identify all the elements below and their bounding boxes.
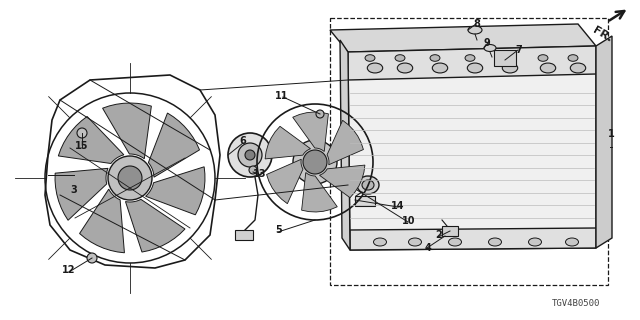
Ellipse shape xyxy=(468,26,482,34)
Ellipse shape xyxy=(502,63,518,73)
Circle shape xyxy=(108,156,152,200)
Polygon shape xyxy=(292,112,328,151)
Polygon shape xyxy=(348,46,596,250)
Text: 14: 14 xyxy=(391,201,405,212)
Polygon shape xyxy=(125,199,185,252)
Circle shape xyxy=(118,166,142,190)
Ellipse shape xyxy=(500,55,510,61)
Circle shape xyxy=(245,150,255,160)
Circle shape xyxy=(293,140,337,184)
Text: 8: 8 xyxy=(474,19,480,29)
Ellipse shape xyxy=(529,238,541,246)
Text: 9: 9 xyxy=(483,38,490,48)
Circle shape xyxy=(228,133,272,177)
Text: 1: 1 xyxy=(608,129,614,140)
Text: TGV4B0500: TGV4B0500 xyxy=(552,299,600,308)
Text: 3: 3 xyxy=(70,185,77,196)
Polygon shape xyxy=(350,228,596,250)
Polygon shape xyxy=(596,36,612,248)
Circle shape xyxy=(303,150,327,174)
Text: 10: 10 xyxy=(401,216,415,226)
Ellipse shape xyxy=(374,238,387,246)
Ellipse shape xyxy=(488,238,502,246)
Text: FR.: FR. xyxy=(591,25,614,44)
Ellipse shape xyxy=(540,63,556,73)
Polygon shape xyxy=(265,126,310,159)
Polygon shape xyxy=(148,113,200,177)
Text: 13: 13 xyxy=(252,169,266,180)
Polygon shape xyxy=(319,165,365,198)
Polygon shape xyxy=(102,103,152,159)
Text: 5: 5 xyxy=(275,225,282,236)
Ellipse shape xyxy=(465,55,475,61)
Ellipse shape xyxy=(430,55,440,61)
Text: 12: 12 xyxy=(62,265,76,276)
Polygon shape xyxy=(79,189,124,253)
Circle shape xyxy=(77,128,87,138)
Text: 7: 7 xyxy=(515,44,522,55)
Polygon shape xyxy=(267,159,303,204)
Ellipse shape xyxy=(467,63,483,73)
Ellipse shape xyxy=(570,63,586,73)
Polygon shape xyxy=(327,120,364,165)
Bar xyxy=(330,18,608,285)
Ellipse shape xyxy=(484,44,496,52)
Ellipse shape xyxy=(395,55,405,61)
Ellipse shape xyxy=(365,55,375,61)
Ellipse shape xyxy=(432,63,448,73)
FancyBboxPatch shape xyxy=(442,226,458,236)
Ellipse shape xyxy=(568,55,578,61)
Circle shape xyxy=(238,143,262,167)
FancyBboxPatch shape xyxy=(494,50,516,66)
Polygon shape xyxy=(330,24,596,52)
Polygon shape xyxy=(55,168,108,220)
Ellipse shape xyxy=(538,55,548,61)
FancyBboxPatch shape xyxy=(355,196,375,206)
Polygon shape xyxy=(58,116,124,164)
Text: 11: 11 xyxy=(275,91,289,101)
Ellipse shape xyxy=(566,238,579,246)
Polygon shape xyxy=(301,172,337,212)
FancyBboxPatch shape xyxy=(235,230,253,240)
Ellipse shape xyxy=(367,63,383,73)
Text: 15: 15 xyxy=(75,140,89,151)
Text: 4: 4 xyxy=(424,243,431,253)
Circle shape xyxy=(87,253,97,263)
Text: 6: 6 xyxy=(240,136,246,146)
Ellipse shape xyxy=(357,176,379,194)
Ellipse shape xyxy=(408,238,422,246)
Ellipse shape xyxy=(362,180,374,190)
Ellipse shape xyxy=(449,238,461,246)
Polygon shape xyxy=(348,46,596,80)
Text: 2: 2 xyxy=(435,230,442,240)
Polygon shape xyxy=(145,167,205,215)
Polygon shape xyxy=(340,40,350,250)
Circle shape xyxy=(316,110,324,118)
Circle shape xyxy=(249,166,257,174)
Ellipse shape xyxy=(397,63,413,73)
